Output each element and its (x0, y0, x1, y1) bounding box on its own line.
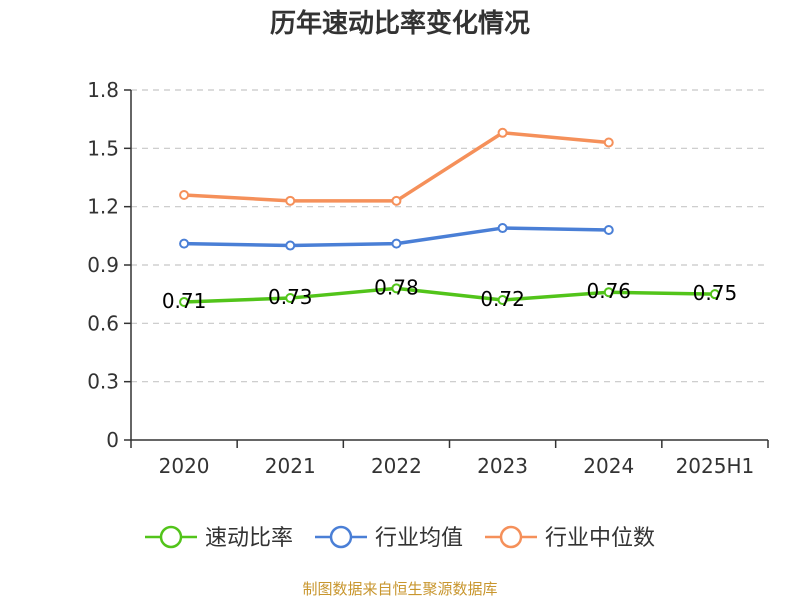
legend-marker-icon (499, 525, 523, 549)
data-label: 0.76 (586, 279, 631, 303)
legend-label: 行业均值 (375, 526, 463, 551)
data-point[interactable] (391, 283, 402, 294)
y-tick-label: 0.3 (87, 370, 119, 394)
y-tick-label: 1.2 (87, 195, 119, 219)
y-tick-label: 1.8 (87, 78, 119, 102)
y-tick-label: 0.6 (87, 311, 119, 335)
grid-lines (131, 89, 768, 383)
x-tick-label: 2021 (265, 454, 316, 478)
y-tick-label: 1.5 (87, 136, 119, 160)
data-point[interactable] (285, 195, 296, 206)
legend-label: 行业中位数 (545, 526, 655, 551)
data-point[interactable] (497, 223, 508, 234)
x-tick-label: 2020 (159, 454, 210, 478)
data-point[interactable] (179, 190, 190, 200)
data-label: 0.71 (162, 289, 207, 313)
legend-label: 速动比率 (205, 526, 293, 551)
legend[interactable]: 速动比率 行业均值 行业中位数 (145, 525, 655, 551)
data-point[interactable] (391, 195, 402, 206)
series-line (182, 131, 611, 203)
series-lines (179, 127, 720, 307)
legend-marker-icon (159, 525, 183, 549)
chart-title: 历年速动比率变化情况 (270, 8, 530, 39)
data-point[interactable] (497, 127, 508, 138)
data-point[interactable] (603, 137, 614, 148)
legend-marker-icon (329, 525, 353, 549)
source-note: 制图数据来自恒生聚源数据库 (302, 580, 497, 598)
legend-item[interactable]: 行业均值 (315, 525, 463, 551)
x-tick-label: 2023 (477, 454, 528, 478)
data-point[interactable] (391, 238, 402, 249)
data-point[interactable] (603, 225, 614, 235)
series-line (182, 286, 717, 304)
data-point[interactable] (179, 238, 190, 249)
axes: 0 0.3 0.6 0.9 1.2 1.5 1.8 2020 2021 2022 2023 2024 2… (87, 78, 769, 478)
data-labels: 0.71 0.73 0.78 0.72 0.76 0.75 (162, 275, 737, 313)
data-point[interactable] (709, 289, 720, 300)
legend-item[interactable]: 行业中位数 (485, 525, 655, 551)
data-label: 0.78 (374, 275, 419, 299)
legend-item[interactable]: 速动比率 (145, 525, 293, 551)
x-tick-label: 2024 (583, 454, 634, 478)
y-tick-label: 0.9 (87, 253, 119, 277)
data-point[interactable] (285, 293, 296, 304)
data-label: 0.73 (268, 285, 313, 309)
data-point[interactable] (497, 295, 508, 305)
data-point[interactable] (603, 287, 614, 298)
x-tick-label: 2025H1 (676, 454, 755, 478)
x-tick-label: 2022 (371, 454, 422, 478)
data-label: 0.72 (480, 287, 525, 311)
data-label: 0.75 (693, 281, 738, 305)
data-point[interactable] (179, 296, 190, 307)
data-point[interactable] (285, 240, 296, 251)
y-tick-label: 0 (106, 428, 119, 452)
